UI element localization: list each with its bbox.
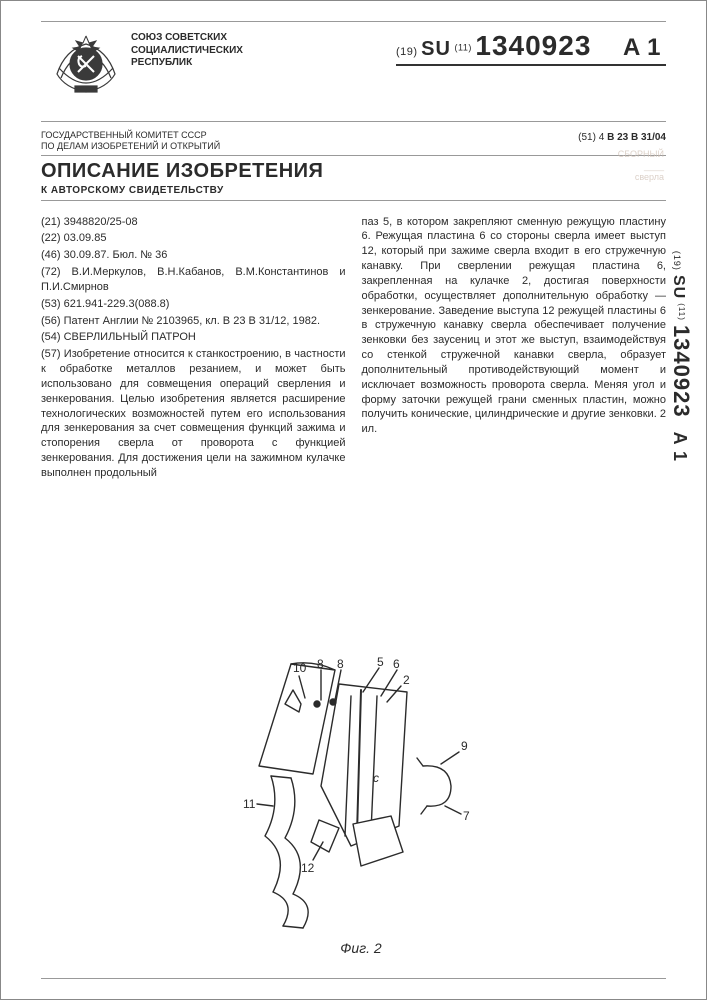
- page: СОЮЗ СОВЕТСКИХ СОЦИАЛИСТИЧЕСКИХ РЕСПУБЛИ…: [0, 0, 707, 1000]
- svg-text:2: 2: [403, 673, 410, 687]
- pub-cc: SU: [421, 38, 451, 60]
- svg-text:6: 6: [393, 657, 400, 671]
- side-cc: SU: [670, 275, 687, 299]
- publication-number: (19) SU (11) 1340923 A 1: [396, 22, 666, 121]
- biblio-field: (22) 03.09.85: [41, 231, 346, 246]
- svg-text:c: c: [373, 771, 379, 785]
- header: СОЮЗ СОВЕТСКИХ СОЦИАЛИСТИЧЕСКИХ РЕСПУБЛИ…: [41, 22, 666, 122]
- left-column: (21) 3948820/25-08 (22) 03.09.85 (46) 30…: [41, 215, 346, 483]
- figure-2: c 10 8 8 5: [201, 656, 521, 956]
- abstract-text: (57) Изобретение относится к станкострое…: [41, 347, 346, 481]
- state-emblem: [41, 22, 131, 121]
- body-columns: (21) 3948820/25-08 (22) 03.09.85 (46) 30…: [41, 201, 666, 483]
- committee-line: ГОСУДАРСТВЕННЫЙ КОМИТЕТ СССР: [41, 130, 220, 141]
- org-line: РЕСПУБЛИК: [131, 57, 390, 70]
- svg-text:8: 8: [317, 657, 324, 671]
- org-line: СОЮЗ СОВЕТСКИХ: [131, 32, 390, 45]
- org-line: СОЦИАЛИСТИЧЕСКИХ: [131, 45, 390, 58]
- pub-idx: (11): [454, 42, 471, 52]
- biblio-field: (56) Патент Англии № 2103965, кл. B 23 B…: [41, 314, 346, 329]
- committee: ГОСУДАРСТВЕННЫЙ КОМИТЕТ СССР ПО ДЕЛАМ ИЗ…: [41, 130, 220, 153]
- side-num: 1340923: [669, 325, 694, 418]
- faded-stamp: СБОРНЫЙ ____ сверла: [544, 149, 664, 191]
- figure-label: Фиг. 2: [340, 940, 381, 956]
- right-column: паз 5, в котором закрепляют сменную режу…: [362, 215, 667, 483]
- ipc-classification: (51) 4 B 23 B 31/04: [578, 130, 666, 143]
- ipc-prefix: (51) 4: [578, 132, 604, 143]
- svg-text:9: 9: [461, 739, 468, 753]
- pubnum-line: (19) SU (11) 1340923 A 1: [396, 30, 666, 62]
- svg-text:12: 12: [301, 861, 315, 875]
- pub-prefix: (19): [396, 46, 418, 58]
- abstract-text: паз 5, в котором закрепляют сменную режу…: [362, 215, 667, 438]
- biblio-field: (46) 30.09.87. Бюл. № 36: [41, 248, 346, 263]
- pub-number: 1340923: [475, 30, 591, 61]
- biblio-field: (21) 3948820/25-08: [41, 215, 346, 230]
- svg-text:10: 10: [293, 661, 307, 675]
- svg-text:5: 5: [377, 656, 384, 669]
- issuing-org: СОЮЗ СОВЕТСКИХ СОЦИАЛИСТИЧЕСКИХ РЕСПУБЛИ…: [131, 22, 396, 121]
- biblio-field: (72) В.И.Меркулов, В.Н.Кабанов, В.М.Конс…: [41, 265, 346, 295]
- side-publication-number: (19) SU (11) 1340923 A 1: [668, 251, 694, 462]
- svg-text:7: 7: [463, 809, 470, 823]
- biblio-field: (53) 621.941-229.3(088.8): [41, 297, 346, 312]
- pubnum-rule: [396, 64, 666, 66]
- svg-text:8: 8: [337, 657, 344, 671]
- biblio-field: (54) СВЕРЛИЛЬНЫЙ ПАТРОН: [41, 330, 346, 345]
- pub-kind: A 1: [623, 34, 661, 61]
- ipc-code: B 23 B 31/04: [607, 132, 666, 143]
- side-kind: A 1: [670, 431, 690, 461]
- svg-text:11: 11: [243, 797, 256, 811]
- committee-line: ПО ДЕЛАМ ИЗОБРЕТЕНИЙ И ОТКРЫТИЙ: [41, 141, 220, 152]
